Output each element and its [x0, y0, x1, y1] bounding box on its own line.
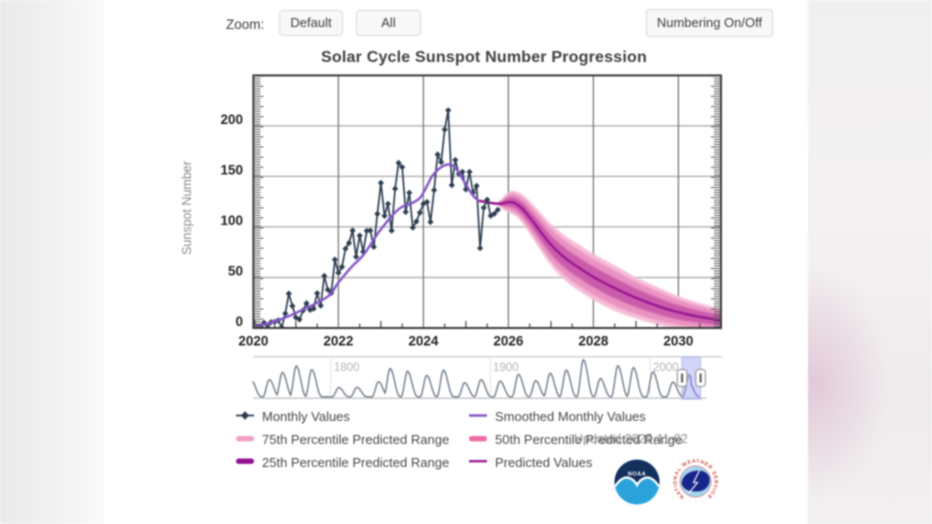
svg-text:200: 200	[220, 112, 243, 127]
svg-text:2022: 2022	[323, 334, 353, 349]
svg-text:2030: 2030	[663, 334, 693, 349]
svg-text:2024: 2024	[408, 334, 439, 349]
svg-text:Sunspot Number: Sunspot Number	[180, 161, 194, 255]
svg-text:150: 150	[220, 163, 243, 178]
svg-text:50: 50	[228, 264, 243, 279]
svg-text:0: 0	[235, 314, 243, 329]
svg-text:2028: 2028	[578, 334, 609, 349]
svg-text:NOAA: NOAA	[628, 472, 646, 478]
svg-text:·: ·	[695, 500, 697, 506]
svg-text:2000: 2000	[653, 362, 679, 374]
svg-text:·: ·	[689, 499, 691, 505]
svg-text:1800: 1800	[334, 362, 360, 374]
svg-text:100: 100	[220, 213, 243, 228]
svg-text:2026: 2026	[493, 334, 524, 349]
svg-text:2020: 2020	[238, 334, 268, 349]
svg-text:1900: 1900	[493, 362, 519, 374]
svg-text:·: ·	[701, 499, 703, 505]
